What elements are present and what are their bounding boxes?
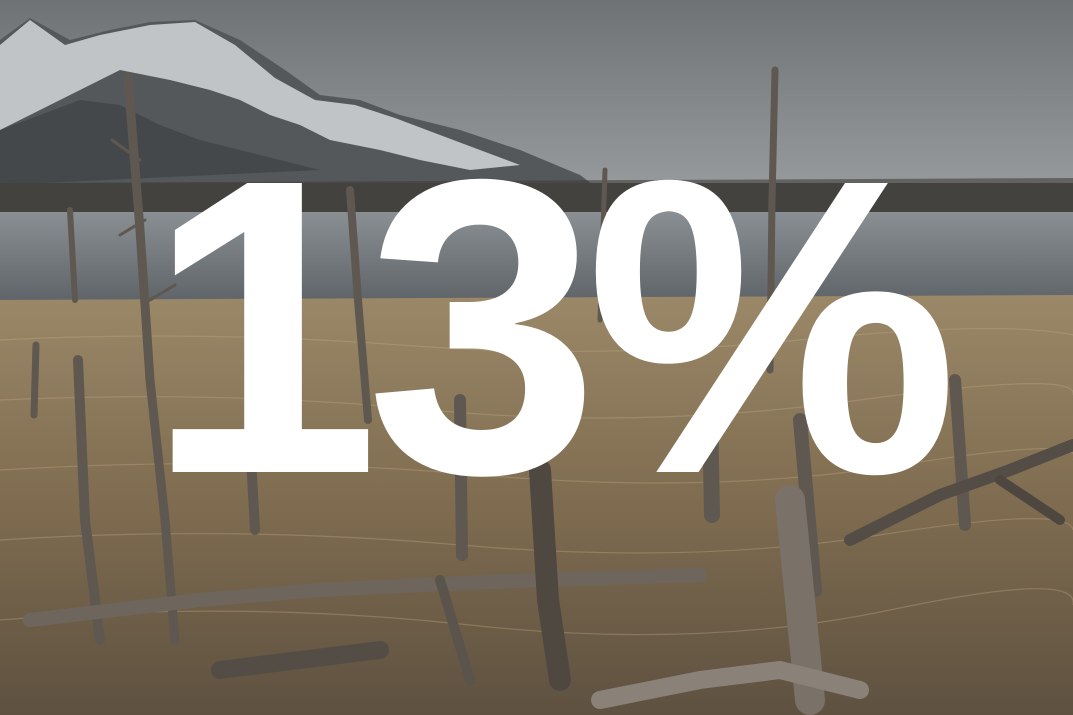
driftwood-log <box>23 568 707 627</box>
dead-tree <box>454 394 468 561</box>
dead-tree <box>73 355 105 645</box>
dead-tree <box>67 207 78 303</box>
driftwood-log <box>844 439 1073 546</box>
dead-tree <box>949 374 971 531</box>
dead-tree <box>346 186 372 424</box>
dead-tree <box>702 402 720 523</box>
dead-tree <box>123 73 180 645</box>
dead-tree <box>245 435 260 535</box>
dead-tree <box>766 66 779 374</box>
dead-tree <box>30 341 40 419</box>
percentage-overlay: 13% <box>146 93 959 562</box>
stump <box>775 485 825 715</box>
dead-tree <box>597 167 608 323</box>
driftwood-log <box>995 475 1065 525</box>
stump <box>529 459 571 691</box>
mountain-snow <box>0 20 520 170</box>
dead-tree <box>793 413 822 597</box>
lake <box>0 212 1073 302</box>
mountain-ridges <box>0 100 320 185</box>
